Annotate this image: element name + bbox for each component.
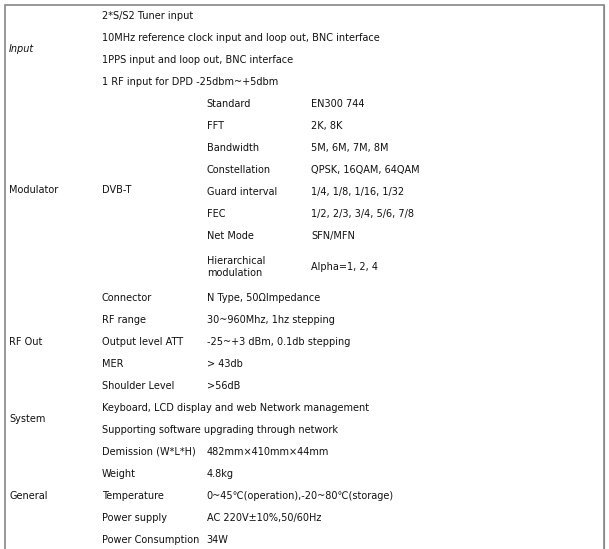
Bar — [98, 463, 203, 485]
Bar — [98, 309, 203, 331]
Text: DVB-T: DVB-T — [102, 185, 131, 195]
Text: N Type, 50ΩImpedance: N Type, 50ΩImpedance — [206, 293, 320, 303]
Text: 1/4, 1/8, 1/16, 1/32: 1/4, 1/8, 1/16, 1/32 — [311, 187, 404, 197]
Bar — [5, 93, 98, 287]
Bar — [308, 203, 604, 225]
Bar — [203, 115, 308, 137]
Bar — [5, 441, 98, 549]
Text: 1PPS input and loop out, BNC interface: 1PPS input and loop out, BNC interface — [102, 55, 293, 65]
Text: 2*S/S2 Tuner input: 2*S/S2 Tuner input — [102, 11, 193, 21]
Bar — [203, 331, 604, 353]
Text: EN300 744: EN300 744 — [311, 99, 365, 109]
Text: Power supply: Power supply — [102, 513, 167, 523]
Bar — [98, 485, 203, 507]
Bar — [203, 203, 308, 225]
Text: > 43db: > 43db — [206, 359, 242, 369]
Text: 1 RF input for DPD -25dbm~+5dbm: 1 RF input for DPD -25dbm~+5dbm — [102, 77, 278, 87]
Bar — [203, 247, 308, 287]
Text: Net Mode: Net Mode — [206, 231, 253, 241]
Text: MER: MER — [102, 359, 124, 369]
Text: Weight: Weight — [102, 469, 136, 479]
Bar — [98, 353, 203, 375]
Text: Keyboard, LCD display and web Network management: Keyboard, LCD display and web Network ma… — [102, 403, 369, 413]
Bar — [98, 419, 604, 441]
Bar — [98, 441, 203, 463]
Text: Constellation: Constellation — [206, 165, 271, 175]
Text: 4.8kg: 4.8kg — [206, 469, 234, 479]
Text: RF Out: RF Out — [9, 337, 43, 347]
Bar — [203, 441, 604, 463]
Text: 5M, 6M, 7M, 8M: 5M, 6M, 7M, 8M — [311, 143, 389, 153]
Bar — [308, 247, 604, 287]
Bar — [308, 93, 604, 115]
Text: 10MHz reference clock input and loop out, BNC interface: 10MHz reference clock input and loop out… — [102, 33, 379, 43]
Text: Connector: Connector — [102, 293, 152, 303]
Bar — [203, 287, 604, 309]
Text: 30~960Mhz, 1hz stepping: 30~960Mhz, 1hz stepping — [206, 315, 334, 325]
Bar — [98, 5, 604, 27]
Text: >56dB: >56dB — [206, 381, 240, 391]
Text: Shoulder Level: Shoulder Level — [102, 381, 174, 391]
Text: System: System — [9, 414, 46, 424]
Bar — [308, 225, 604, 247]
Bar — [98, 507, 203, 529]
Text: Supporting software upgrading through network: Supporting software upgrading through ne… — [102, 425, 338, 435]
Text: Modulator: Modulator — [9, 185, 58, 195]
Bar — [203, 159, 308, 181]
Text: FFT: FFT — [206, 121, 224, 131]
Bar — [203, 353, 604, 375]
Bar — [203, 375, 604, 397]
Bar — [5, 5, 98, 93]
Bar — [203, 463, 604, 485]
Text: Demission (W*L*H): Demission (W*L*H) — [102, 447, 195, 457]
Bar — [5, 287, 98, 397]
Text: Input: Input — [9, 44, 34, 54]
Text: 2K, 8K: 2K, 8K — [311, 121, 343, 131]
Text: Output level ATT: Output level ATT — [102, 337, 183, 347]
Text: SFN/MFN: SFN/MFN — [311, 231, 356, 241]
Text: Temperature: Temperature — [102, 491, 164, 501]
Bar — [203, 93, 308, 115]
Bar — [203, 309, 604, 331]
Text: Guard interval: Guard interval — [206, 187, 277, 197]
Text: QPSK, 16QAM, 64QAM: QPSK, 16QAM, 64QAM — [311, 165, 420, 175]
Bar — [203, 181, 308, 203]
Bar — [98, 287, 203, 309]
Bar — [98, 375, 203, 397]
Text: FEC: FEC — [206, 209, 225, 219]
Bar — [308, 115, 604, 137]
Bar — [98, 49, 604, 71]
Bar — [203, 225, 308, 247]
Bar — [98, 331, 203, 353]
Text: Standard: Standard — [206, 99, 251, 109]
Text: -25~+3 dBm, 0.1db stepping: -25~+3 dBm, 0.1db stepping — [206, 337, 350, 347]
Text: 34W: 34W — [206, 535, 228, 545]
Text: Hierarchical
modulation: Hierarchical modulation — [206, 256, 265, 278]
Bar — [203, 507, 604, 529]
Bar — [98, 93, 203, 287]
Bar — [98, 27, 604, 49]
Text: 0~45℃(operation),-20~80℃(storage): 0~45℃(operation),-20~80℃(storage) — [206, 491, 394, 501]
Bar — [308, 137, 604, 159]
Bar — [308, 159, 604, 181]
Bar — [203, 485, 604, 507]
Text: General: General — [9, 491, 48, 501]
Text: Alpha=1, 2, 4: Alpha=1, 2, 4 — [311, 262, 379, 272]
Bar — [5, 397, 98, 441]
Text: 1/2, 2/3, 3/4, 5/6, 7/8: 1/2, 2/3, 3/4, 5/6, 7/8 — [311, 209, 415, 219]
Text: 482mm×410mm×44mm: 482mm×410mm×44mm — [206, 447, 329, 457]
Bar — [308, 181, 604, 203]
Bar — [98, 529, 203, 549]
Bar — [98, 71, 604, 93]
Text: Bandwidth: Bandwidth — [206, 143, 259, 153]
Bar — [98, 397, 604, 419]
Text: Power Consumption: Power Consumption — [102, 535, 199, 545]
Bar — [203, 529, 604, 549]
Bar — [203, 137, 308, 159]
Text: AC 220V±10%,50/60Hz: AC 220V±10%,50/60Hz — [206, 513, 321, 523]
Text: RF range: RF range — [102, 315, 146, 325]
